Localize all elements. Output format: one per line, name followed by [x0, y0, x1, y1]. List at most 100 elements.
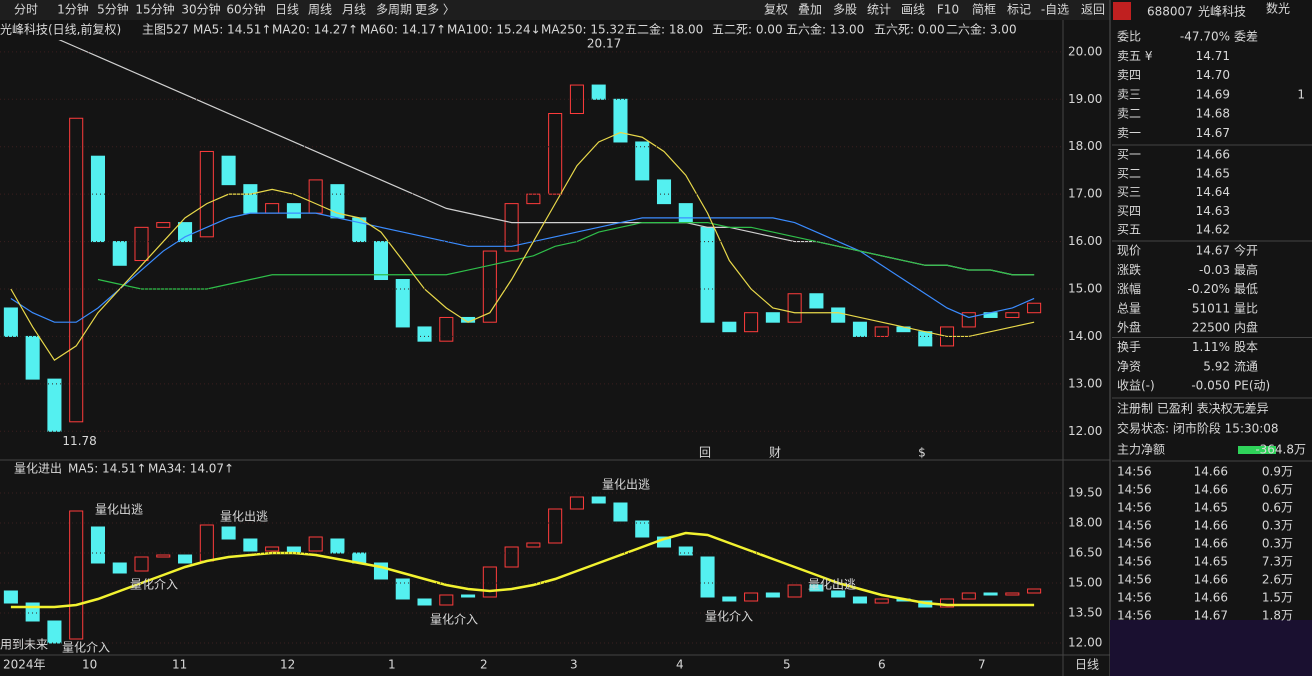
period-label: 日线	[1075, 658, 1099, 672]
toolbar-tab[interactable]: 1分钟	[57, 2, 89, 17]
event-icon[interactable]: $	[918, 446, 926, 460]
candle	[700, 556, 715, 598]
row-label: PE(动)	[1234, 379, 1270, 393]
candle	[852, 596, 867, 604]
toolbar-button[interactable]: 简框	[972, 3, 996, 17]
chart-1	[3, 496, 1042, 644]
annotation: 用到未来	[0, 638, 48, 652]
toolbar-button[interactable]: 统计	[867, 3, 891, 17]
event-icon[interactable]: 回	[699, 446, 711, 460]
candle	[1027, 302, 1042, 314]
toolbar-tab[interactable]: 5分钟	[97, 2, 129, 17]
tick-volume: 0.6万	[1262, 501, 1293, 515]
row-value: 14.68	[1196, 107, 1230, 121]
candle	[3, 307, 18, 337]
legend-item: 五六死: 0.00	[874, 23, 945, 37]
x-tick-label: 2024年	[3, 658, 46, 672]
tick-volume: 0.6万	[1262, 483, 1293, 497]
candle	[548, 113, 563, 195]
row-label: 内盘	[1234, 320, 1258, 335]
row-label: 外盘	[1117, 320, 1141, 335]
toolbar-button[interactable]: 画线	[901, 3, 925, 17]
x-tick-label: 1	[388, 658, 396, 672]
toolbar-tab[interactable]: 15分钟	[135, 2, 174, 17]
candle	[112, 241, 127, 266]
tick-price: 14.66	[1194, 483, 1228, 497]
toolbar-button[interactable]: 返回	[1081, 3, 1105, 17]
row-label: 现价	[1117, 244, 1141, 258]
net-label: 主力净额	[1117, 443, 1165, 457]
tick-price: 14.66	[1194, 465, 1228, 479]
row-value: 14.70	[1196, 68, 1230, 82]
row-label: 卖一	[1117, 126, 1141, 140]
x-tick-label: 2	[480, 658, 488, 672]
row-value: 51011	[1192, 301, 1230, 315]
toolbar-button[interactable]: 标记	[1007, 3, 1031, 17]
row-value: -0.050	[1191, 379, 1230, 393]
toolbar-button[interactable]: 叠加	[798, 3, 822, 17]
toolbar-tab[interactable]: 周线	[308, 3, 332, 17]
legend-item: MA250: 15.32	[541, 23, 625, 37]
y-tick-label: 16.00	[1068, 234, 1102, 248]
legend-item: 五二死: 0.00	[712, 23, 783, 37]
candle	[112, 562, 127, 574]
tick-time: 14:56	[1117, 519, 1152, 533]
row-value: -0.03	[1199, 263, 1230, 277]
x-tick-label: 11	[172, 658, 187, 672]
row-value: 14.62	[1196, 223, 1230, 237]
annotation: 量化介入	[430, 613, 478, 627]
event-icon[interactable]: 财	[769, 446, 781, 460]
x-tick-label: 10	[82, 658, 97, 672]
tick-time: 14:56	[1117, 483, 1152, 497]
toolbar-button[interactable]: 多股	[833, 3, 857, 17]
tick-time: 14:56	[1117, 573, 1152, 587]
candle	[199, 150, 214, 238]
tick-time: 14:56	[1117, 591, 1152, 605]
candle	[265, 203, 280, 214]
toolbar-tab[interactable]: 多周期	[376, 3, 412, 17]
watermark-box	[1110, 620, 1312, 676]
candle	[569, 496, 584, 510]
candle	[156, 222, 171, 228]
toolbar-tab[interactable]: 更多 〉	[415, 3, 455, 17]
x-tick-label: 5	[783, 658, 791, 672]
legend-item: MA60: 14.17↑	[360, 23, 446, 37]
candle	[744, 592, 759, 602]
row-label: 换手	[1117, 340, 1141, 354]
row-value: 1.11%	[1192, 340, 1230, 354]
legend-item: MA5: 14.51↑	[193, 23, 271, 37]
toolbar-button[interactable]: -自选	[1041, 3, 1069, 17]
toolbar-tab[interactable]: 月线	[342, 3, 366, 17]
candle	[591, 496, 606, 504]
x-tick-label: 7	[978, 658, 986, 672]
toolbar-button[interactable]: F10	[937, 3, 959, 17]
y-tick-label: 12.00	[1068, 636, 1102, 650]
candle	[199, 524, 214, 562]
y-tick-label: 14.00	[1068, 329, 1102, 343]
toolbar-tab[interactable]: 分时	[14, 3, 38, 17]
candle	[286, 203, 301, 219]
annotation: 量化出逃	[808, 578, 856, 592]
toolbar-tab[interactable]: 60分钟	[226, 2, 265, 17]
toolbar-tab[interactable]: 30分钟	[181, 2, 220, 17]
candle	[874, 598, 889, 604]
legend-item: 五六金: 13.00	[786, 22, 864, 37]
candle	[678, 546, 693, 556]
candle	[482, 250, 497, 323]
row-label: 买四	[1117, 204, 1141, 218]
candle	[265, 546, 280, 552]
tick-time: 14:56	[1117, 609, 1152, 623]
toolbar-button[interactable]: 复权	[764, 3, 788, 17]
tick-price: 14.66	[1194, 573, 1228, 587]
candle	[548, 508, 563, 544]
row-label: 最低	[1234, 282, 1258, 296]
indicator-legend: MA34: 14.07↑	[148, 462, 234, 476]
toolbar-tab[interactable]: 日线	[275, 3, 299, 17]
ma-line	[10, 212, 1035, 323]
candle	[613, 502, 628, 522]
x-tick-label: 3	[570, 658, 578, 672]
candle	[504, 203, 519, 252]
row-label: 流通	[1234, 359, 1258, 373]
annotation: 量化介入	[705, 610, 753, 624]
